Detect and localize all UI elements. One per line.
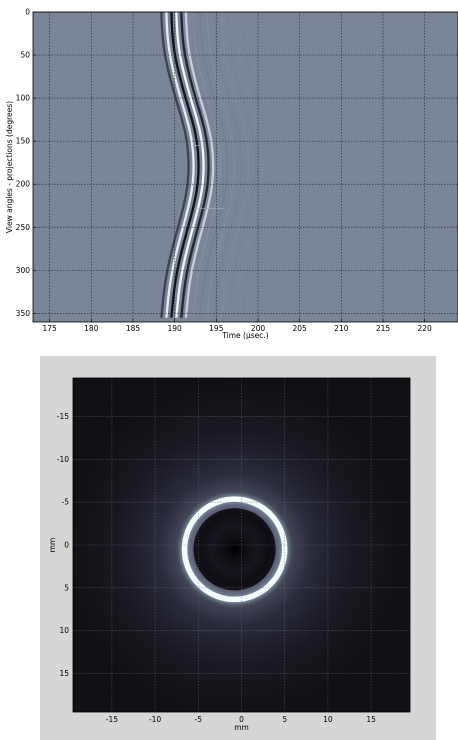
signal-trace xyxy=(165,12,195,318)
y-tick-label: -5 xyxy=(62,498,70,507)
x-axis-label: Time (μsec.) xyxy=(221,331,268,340)
echo-trace xyxy=(227,12,257,318)
y-tick-label: 10 xyxy=(59,626,69,635)
signal-trace xyxy=(184,12,215,318)
y-tick-label: 100 xyxy=(16,94,31,103)
echo-trace xyxy=(241,12,271,318)
signal-trace xyxy=(175,12,205,318)
echo-trace xyxy=(249,12,278,318)
y-tick-label: 0 xyxy=(25,8,30,17)
x-tick-label: 210 xyxy=(334,324,349,333)
echo-trace xyxy=(213,12,243,318)
plot-frame xyxy=(72,377,411,713)
x-tick-label: 200 xyxy=(251,324,266,333)
x-tick-label: 195 xyxy=(209,324,224,333)
signal-trace xyxy=(180,12,210,318)
echo-trace xyxy=(199,12,228,318)
x-tick-label: 5 xyxy=(282,715,287,724)
x-tick-label: 0 xyxy=(239,715,244,724)
center-dot xyxy=(232,547,237,552)
x-tick-label: 190 xyxy=(168,324,183,333)
x-tick-label: 185 xyxy=(126,324,141,333)
sinogram-chart: 175 180 185 190 195 200 205 210 215 220 0 50 100 150 2… xyxy=(0,0,458,345)
echo-trace xyxy=(220,12,250,318)
x-tick-label: -15 xyxy=(106,715,118,724)
x-tick-label: 220 xyxy=(418,324,433,333)
y-tick-label: 15 xyxy=(59,669,69,678)
reconstruction-chart: -15 -10 -5 0 5 10 15 -15 -10 -5 0 5 10 15 mm mm xyxy=(0,356,458,740)
y-tick-label: 0 xyxy=(64,541,69,550)
x-tick-label: 15 xyxy=(366,715,376,724)
y-tick-label: 350 xyxy=(16,309,31,318)
y-axis-label: mm xyxy=(48,538,57,553)
y-tick-label: -10 xyxy=(57,455,69,464)
x-tick-label: 10 xyxy=(323,715,333,724)
y-tick-label: 300 xyxy=(16,266,31,275)
y-tick-label: 50 xyxy=(20,51,30,60)
echo-trace xyxy=(234,12,264,318)
x-tick-label: 215 xyxy=(376,324,391,333)
sinogram-traces xyxy=(160,12,278,318)
sinogram-svg: 175 180 185 190 195 200 205 210 215 220 0 50 100 150 2… xyxy=(0,0,458,345)
y-tick-label: 250 xyxy=(16,223,31,232)
plot-frame xyxy=(32,11,458,323)
y-tick-label: 200 xyxy=(16,180,31,189)
x-tick-label: -5 xyxy=(195,715,203,724)
signal-trace xyxy=(160,12,190,318)
plot-area xyxy=(33,12,458,322)
y-tick-label: -15 xyxy=(57,412,69,421)
echo-trace xyxy=(192,12,221,318)
y-tick-label: 150 xyxy=(16,137,31,146)
y-axis-label: View angles - projections (degrees) xyxy=(5,101,14,233)
x-tick-label: 175 xyxy=(43,324,58,333)
x-tick-label: -10 xyxy=(149,715,161,724)
reconstruction-svg: -15 -10 -5 0 5 10 15 -15 -10 -5 0 5 10 15 mm mm xyxy=(40,356,436,740)
x-axis-label: mm xyxy=(234,723,249,732)
x-tick-label: 205 xyxy=(293,324,308,333)
y-tick-label: 5 xyxy=(64,583,69,592)
x-tick-label: 180 xyxy=(84,324,99,333)
